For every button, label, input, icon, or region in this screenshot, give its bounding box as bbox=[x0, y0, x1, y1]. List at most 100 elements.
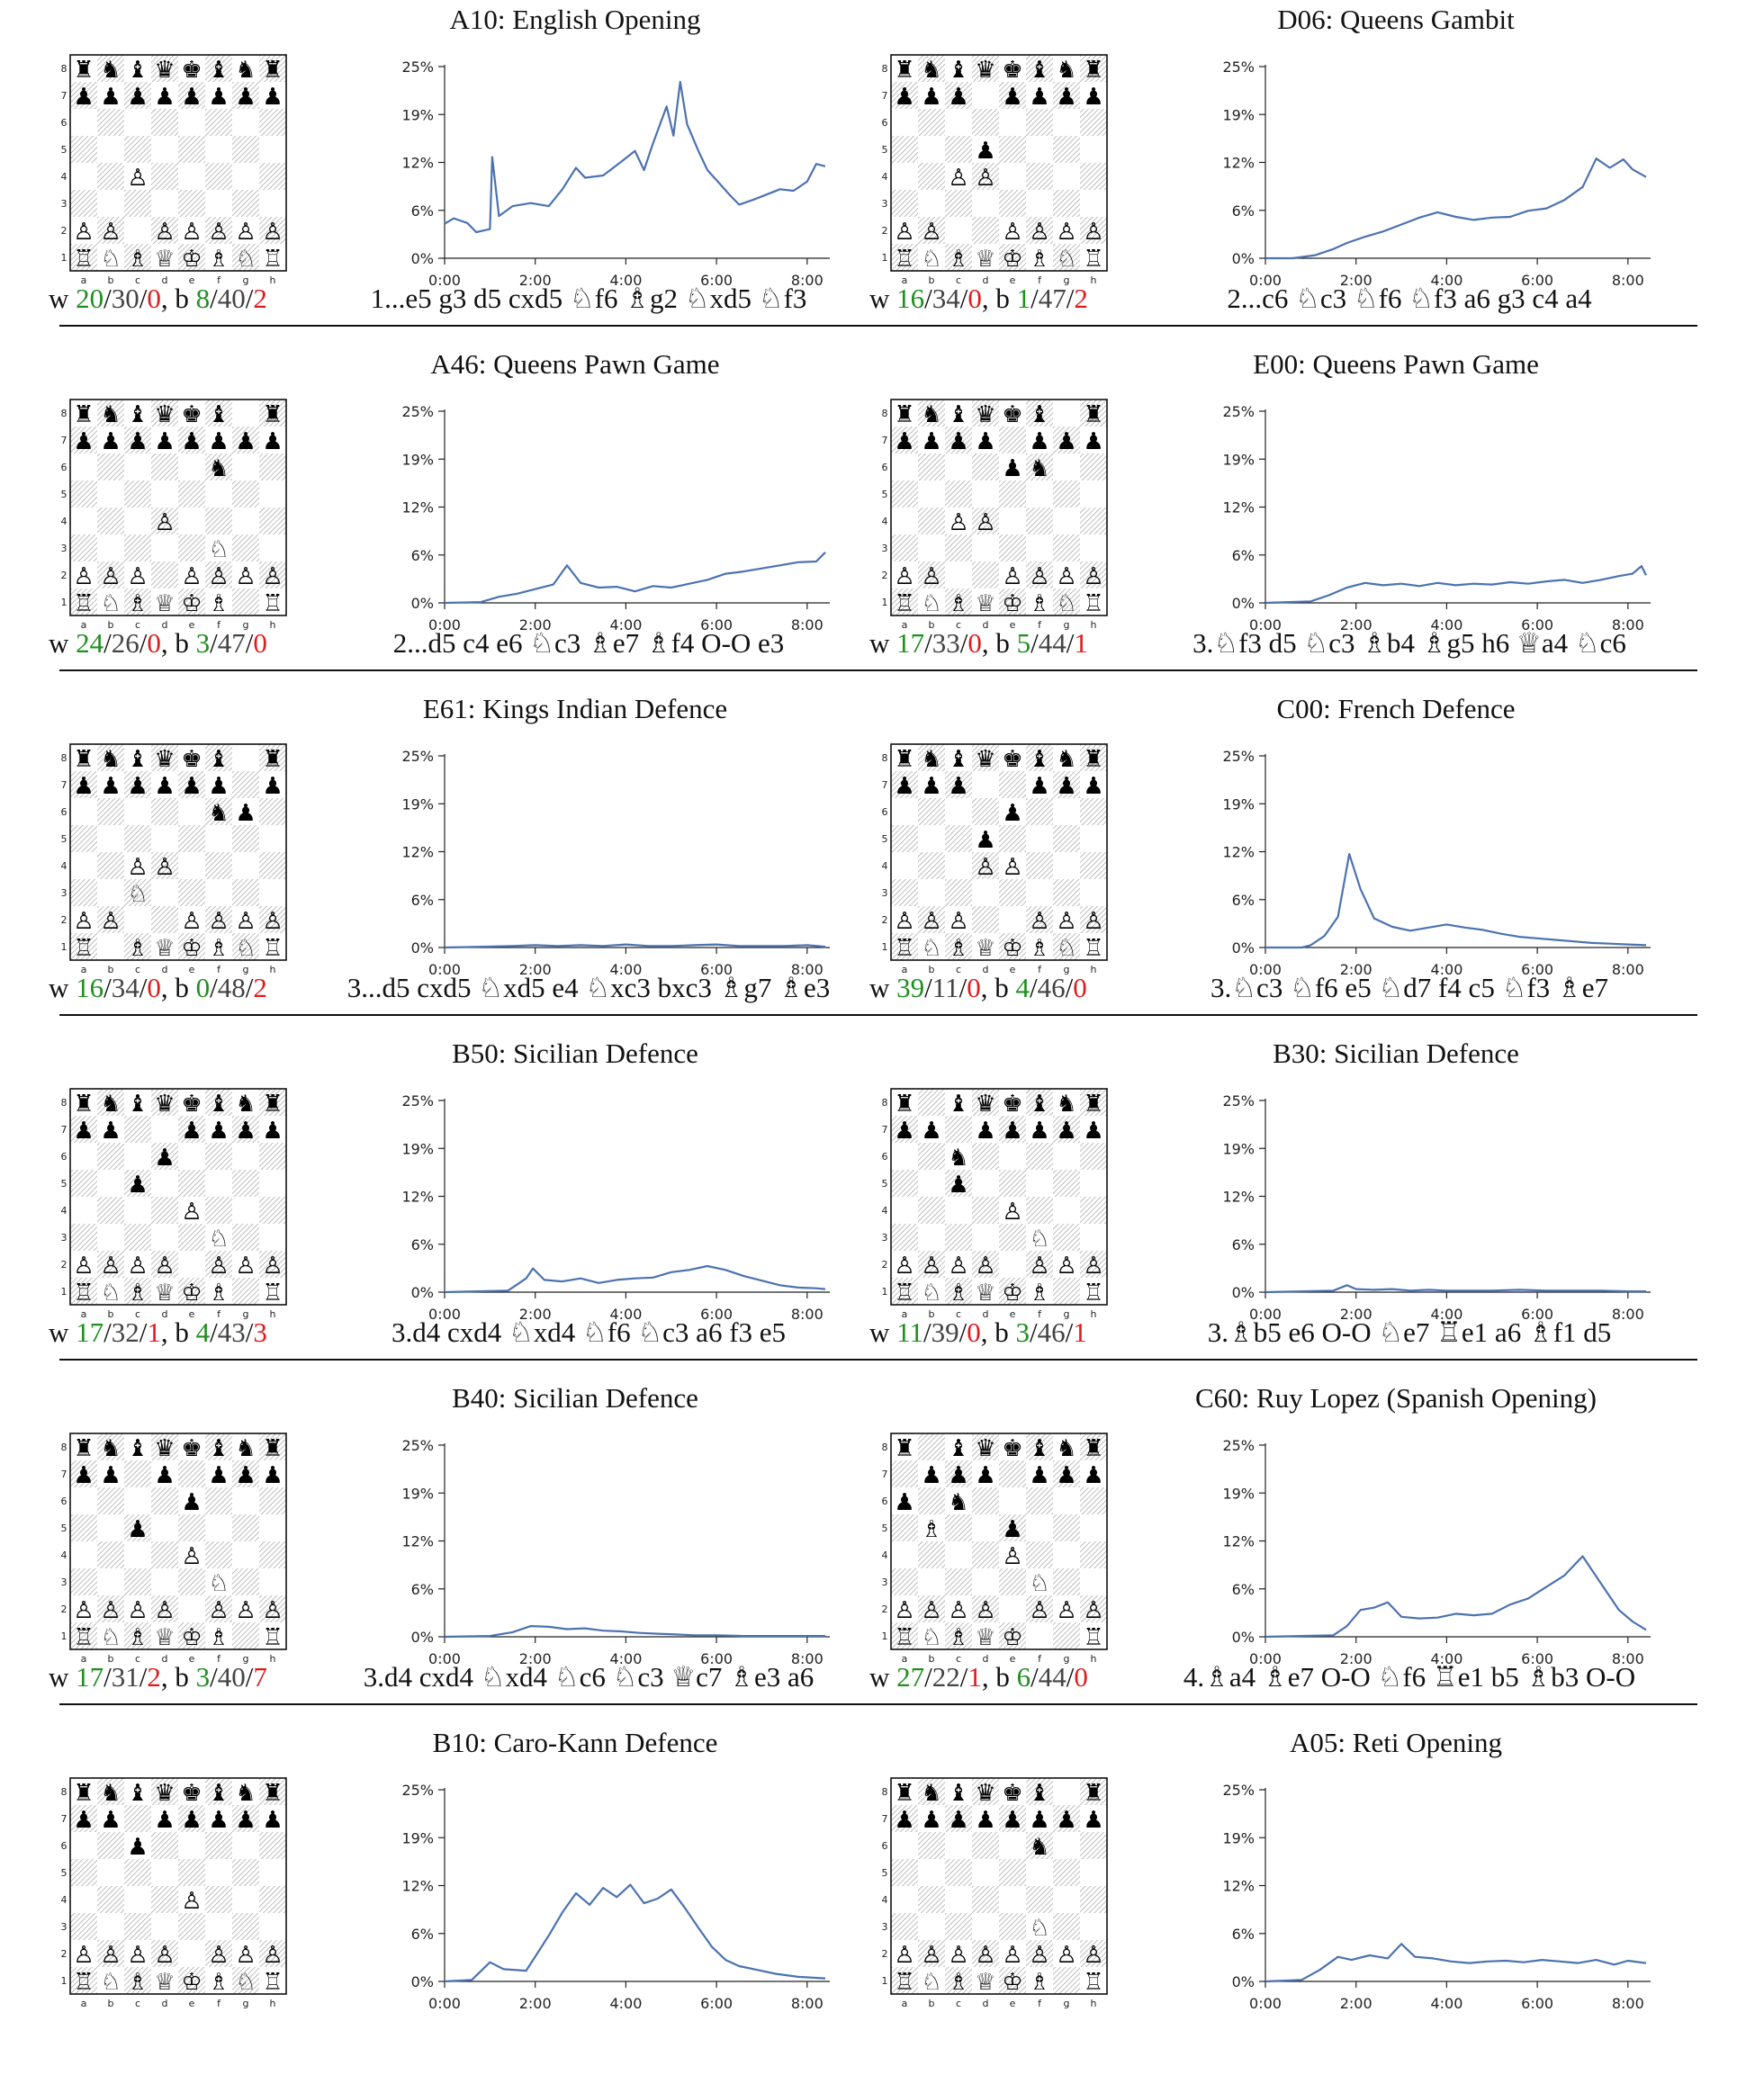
rank-label: 6 bbox=[61, 1496, 68, 1507]
line-chart: 0% 6% 12% 19% 25% 0:00 2:00 4:00 6:00 8:00 bbox=[1175, 38, 1661, 308]
light-square bbox=[1053, 109, 1080, 136]
white-queen-icon: ♕ bbox=[154, 1624, 175, 1651]
light-square bbox=[972, 1913, 999, 1940]
file-label: b bbox=[108, 619, 114, 631]
dark-square bbox=[178, 427, 205, 454]
rank-label: 4 bbox=[61, 860, 68, 872]
black-pawn-icon: ♟ bbox=[975, 1807, 995, 1834]
white-knight-icon: ♘ bbox=[1029, 1226, 1049, 1253]
dark-square bbox=[1080, 1143, 1107, 1170]
light-square bbox=[972, 1116, 999, 1143]
light-square bbox=[232, 1886, 259, 1913]
light-square bbox=[205, 1859, 232, 1886]
slash: / bbox=[139, 1661, 148, 1693]
dark-square bbox=[891, 481, 918, 508]
rank-label: 6 bbox=[61, 1840, 68, 1852]
dark-square bbox=[124, 136, 151, 163]
dark-square bbox=[205, 1143, 232, 1170]
white-pawn-icon: ♙ bbox=[73, 219, 94, 246]
white-king-icon: ♔ bbox=[181, 246, 202, 273]
light-square bbox=[151, 1116, 178, 1143]
dark-square bbox=[1053, 1278, 1080, 1305]
light-square bbox=[945, 1433, 972, 1460]
section-divider bbox=[59, 669, 1697, 671]
dark-square bbox=[232, 588, 259, 615]
dark-square bbox=[232, 1805, 259, 1832]
light-square bbox=[972, 481, 999, 508]
dark-square bbox=[891, 879, 918, 906]
chart-svg: 0%6%12%19%25%0:00 2:00 4:00 6:00 8:00 bbox=[1222, 1092, 1651, 1323]
dark-square bbox=[999, 1278, 1026, 1305]
slash: / bbox=[104, 627, 112, 659]
dark-square bbox=[1080, 454, 1107, 481]
dark-square bbox=[259, 744, 286, 771]
file-label: g bbox=[243, 619, 249, 631]
light-square bbox=[891, 1433, 918, 1460]
opening-title: D06: Queens Gambit bbox=[1277, 4, 1515, 35]
white-stat: 17 bbox=[76, 1316, 104, 1348]
file-label: g bbox=[1064, 619, 1070, 631]
black-pawn-icon: ♟ bbox=[948, 1807, 968, 1834]
opening-title: C60: Ruy Lopez (Spanish Opening) bbox=[1194, 1382, 1597, 1414]
white-bishop-icon: ♗ bbox=[948, 1624, 968, 1651]
opening-panel: E61: Kings Indian Defence 8 7 6 5 4 3 2 1 a b c d e f g… bbox=[22, 693, 841, 1050]
rank-label: 3 bbox=[61, 1576, 68, 1588]
comma: , bbox=[981, 1661, 996, 1693]
move-sequence: 3.♗b5 e6 O-O ♘e7 ♖e1 a6 ♗f1 d5 bbox=[1207, 1316, 1612, 1348]
file-label: b bbox=[929, 1308, 935, 1320]
light-square bbox=[97, 481, 124, 508]
light-square bbox=[232, 1089, 259, 1116]
light-square bbox=[70, 1251, 97, 1278]
white-stat: 34 bbox=[932, 283, 960, 314]
dark-square bbox=[1026, 217, 1053, 244]
file-label: b bbox=[929, 964, 935, 975]
file-label: a bbox=[81, 1308, 87, 1320]
dark-square bbox=[259, 1541, 286, 1568]
rank-label: 3 bbox=[61, 887, 68, 899]
black-rook-icon: ♜ bbox=[73, 57, 94, 84]
dark-square bbox=[124, 825, 151, 852]
black-bishop-icon: ♝ bbox=[1029, 401, 1049, 428]
black-pawn-icon: ♟ bbox=[181, 1807, 202, 1834]
white-pawn-icon: ♙ bbox=[975, 1942, 995, 1969]
black-pawn-icon: ♟ bbox=[235, 84, 256, 111]
dark-square bbox=[1080, 217, 1107, 244]
light-square bbox=[945, 1595, 972, 1622]
white-knight-icon: ♘ bbox=[208, 1226, 229, 1253]
black-pawn-icon: ♟ bbox=[921, 1462, 941, 1489]
dark-square bbox=[124, 1805, 151, 1832]
slash: / bbox=[210, 283, 218, 314]
file-label: h bbox=[1091, 274, 1097, 286]
rank-label: 2 bbox=[61, 914, 68, 926]
y-tick-label: 0% bbox=[411, 1629, 434, 1646]
black-pawn-icon: ♟ bbox=[948, 1462, 968, 1489]
light-square bbox=[205, 1805, 232, 1832]
black-pawn-icon: ♟ bbox=[73, 1807, 94, 1834]
light-square bbox=[205, 1116, 232, 1143]
light-square bbox=[1026, 1805, 1053, 1832]
dark-square bbox=[945, 190, 972, 217]
rank-label: 3 bbox=[882, 198, 888, 210]
white-pawn-icon: ♙ bbox=[208, 563, 229, 590]
light-square bbox=[945, 561, 972, 588]
file-label: b bbox=[929, 1998, 935, 2009]
light-square bbox=[972, 1278, 999, 1305]
light-square bbox=[945, 744, 972, 771]
light-square bbox=[891, 454, 918, 481]
dark-square bbox=[205, 1089, 232, 1116]
white-pawn-icon: ♙ bbox=[100, 1253, 121, 1280]
light-square bbox=[918, 825, 945, 852]
dark-square bbox=[205, 163, 232, 190]
slash: / bbox=[1030, 972, 1038, 1003]
rank-label: 8 bbox=[882, 752, 888, 764]
light-square bbox=[97, 1514, 124, 1541]
dark-square bbox=[259, 906, 286, 933]
dark-square bbox=[232, 534, 259, 561]
move-sequence: 3.♘f3 d5 ♘c3 ♗b4 ♗g5 h6 ♕a4 ♘c6 bbox=[1192, 627, 1626, 659]
light-square bbox=[945, 508, 972, 534]
file-label: c bbox=[956, 1653, 961, 1665]
white-bishop-icon: ♗ bbox=[921, 1516, 941, 1543]
black-bishop-icon: ♝ bbox=[1029, 746, 1049, 773]
white-rook-icon: ♖ bbox=[894, 590, 914, 617]
light-square bbox=[891, 852, 918, 879]
